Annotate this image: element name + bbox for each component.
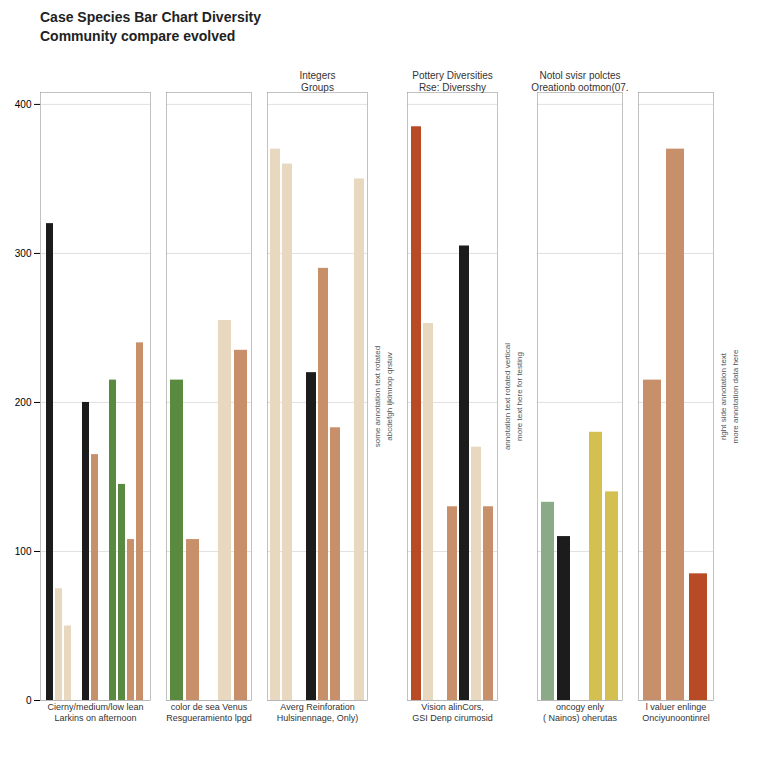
svg-text:Vision alinCors,GSI Denp cirum: Vision alinCors,GSI Denp cirumosid xyxy=(412,701,493,722)
svg-text:some annotation text rotated: some annotation text rotated xyxy=(373,346,382,447)
svg-text:abcdefgh ijklmnop qrstuv: abcdefgh ijklmnop qrstuv xyxy=(385,352,394,441)
svg-text:l valuer enlingeOnciyunoontinr: l valuer enlingeOnciyunoontinrel xyxy=(642,701,710,722)
svg-text:400: 400 xyxy=(15,98,32,109)
svg-text:right side annotation text: right side annotation text xyxy=(719,352,728,440)
svg-text:oncogy enly( Nainos) oherutas: oncogy enly( Nainos) oherutas xyxy=(543,701,618,722)
svg-text:annotation text rotated vertic: annotation text rotated vertical xyxy=(503,342,512,449)
svg-text:IntegersGroups: IntegersGroups xyxy=(299,70,335,93)
svg-text:Notol svisr polctesOreationb o: Notol svisr polctesOreationb ootmon(07. xyxy=(531,70,628,93)
svg-text:100: 100 xyxy=(15,545,32,556)
svg-text:0: 0 xyxy=(26,694,32,705)
svg-text:Averg ReinforationHulsinennage: Averg ReinforationHulsinennage, Only) xyxy=(277,701,359,722)
svg-text:300: 300 xyxy=(15,247,32,258)
html-text:Case Species Bar Chart Diversi: Case Species Bar Chart Diversity Communi… xyxy=(40,9,261,44)
svg-text:Cierny/medium/low leanLarkins: Cierny/medium/low leanLarkins on afterno… xyxy=(47,701,143,722)
svg-text:Pottery DiversitiesRse: Divers: Pottery DiversitiesRse: Diversshy xyxy=(412,70,493,93)
svg-text:more text here for testing: more text here for testing xyxy=(515,352,524,441)
svg-text:color de sea VenusResgueramien: color de sea VenusResgueramiento lpgd xyxy=(166,701,252,722)
svg-text:more annotation data here: more annotation data here xyxy=(731,349,740,443)
svg-text:200: 200 xyxy=(15,396,32,407)
